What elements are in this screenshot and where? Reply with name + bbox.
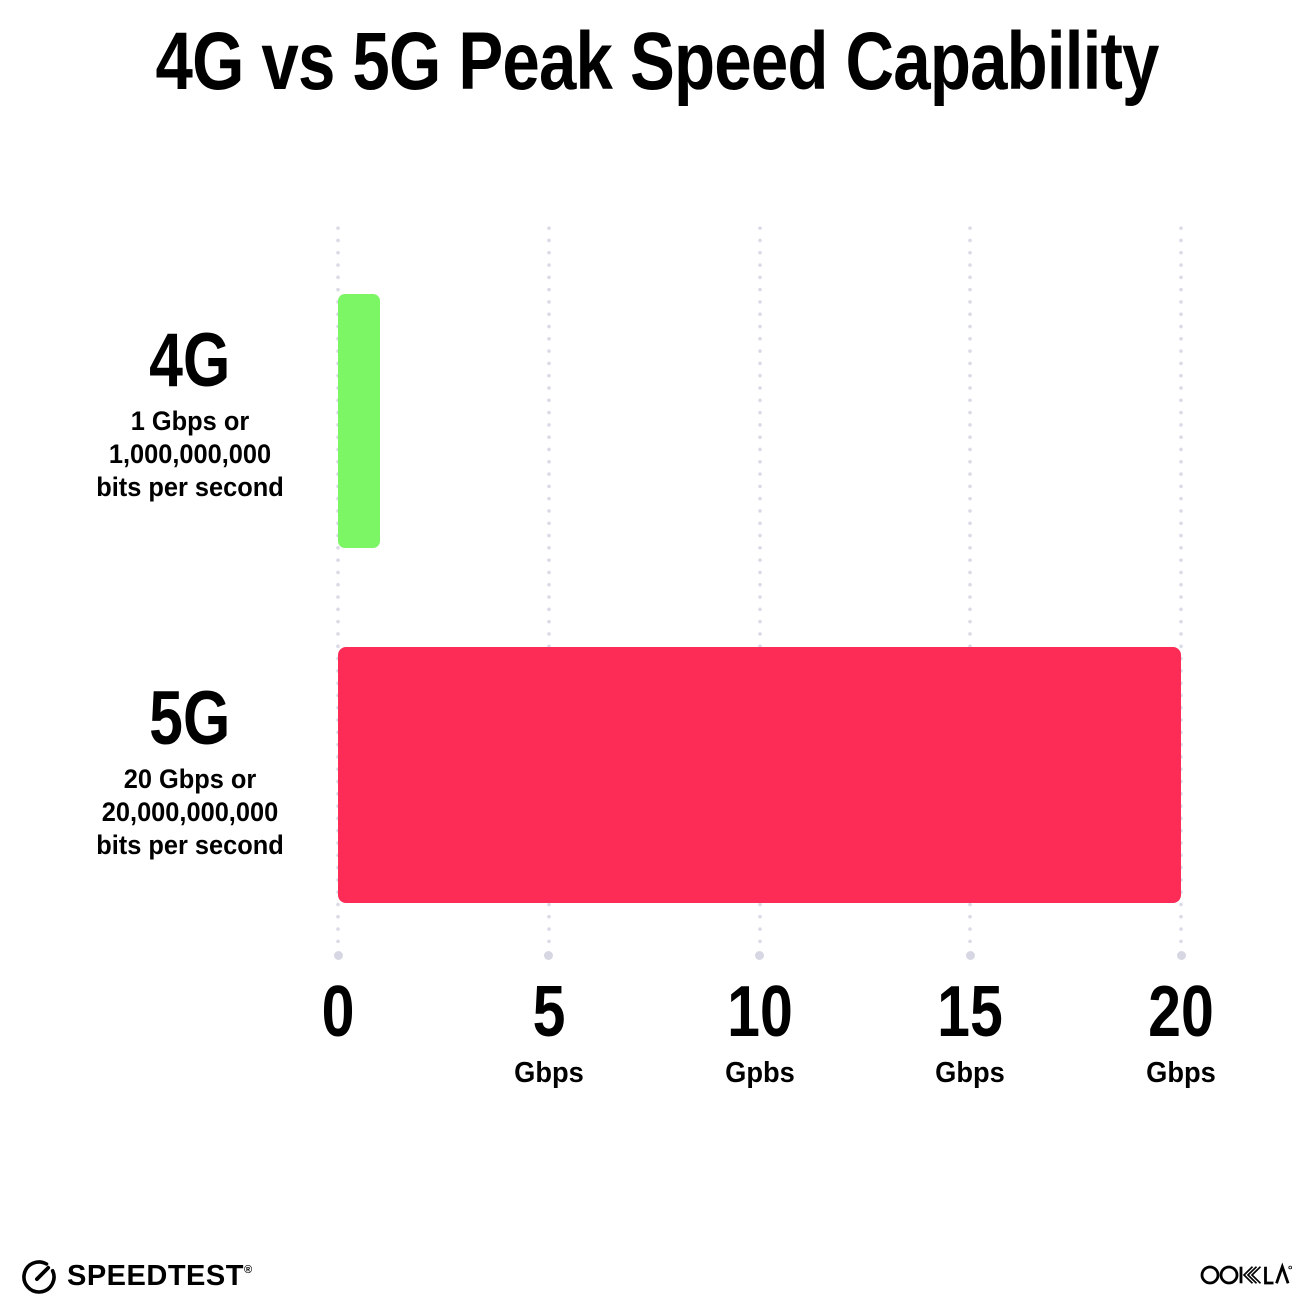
x-tick-15: 15 Gbps xyxy=(930,975,1010,1088)
ookla-wordmark-icon xyxy=(1200,1258,1292,1288)
chart-plot-area xyxy=(335,222,1184,967)
x-tick-unit: Gbps xyxy=(935,1057,1006,1089)
category-name-4g: 4G xyxy=(149,318,231,403)
speedtest-logo: SPEEDTEST® xyxy=(20,1257,253,1295)
x-tick-unit: Gpbs xyxy=(724,1057,795,1089)
category-desc-5g: 20 Gbps or 20,000,000,000 bits per secon… xyxy=(49,763,331,862)
category-name-5g: 5G xyxy=(149,676,231,761)
speedtest-wordmark: SPEEDTEST® xyxy=(67,1260,253,1292)
gridline-15 xyxy=(967,222,973,949)
x-tick-value: 0 xyxy=(321,972,355,1052)
x-tick-20: 20 Gbps xyxy=(1141,975,1221,1088)
speedometer-gauge-icon xyxy=(20,1257,58,1295)
gridline-5 xyxy=(546,222,552,949)
desc-line: bits per second xyxy=(96,830,284,860)
page-title: 4G vs 5G Peak Speed Capability xyxy=(155,16,1159,107)
x-tick-value: 20 xyxy=(1148,972,1214,1052)
gridline-20 xyxy=(1178,222,1184,949)
registered-mark: ® xyxy=(243,1264,253,1276)
category-desc-4g: 1 Gbps or 1,000,000,000 bits per second xyxy=(49,405,331,504)
x-tick-value: 10 xyxy=(726,972,793,1052)
desc-line: 20,000,000,000 xyxy=(101,797,279,827)
x-tick-10: 10 Gpbs xyxy=(719,975,799,1088)
bar-4g xyxy=(338,294,381,548)
x-tick-value: 15 xyxy=(937,972,1004,1052)
row-label-4g: 4G 1 Gbps or 1,000,000,000 bits per seco… xyxy=(40,322,340,504)
desc-line: 1 Gbps or xyxy=(130,406,250,436)
desc-line: 1,000,000,000 xyxy=(108,439,272,469)
x-tick-value: 5 xyxy=(532,972,566,1052)
x-tick-unit: Gbps xyxy=(1146,1057,1216,1089)
desc-line: 20 Gbps or xyxy=(123,764,257,794)
x-axis: 0 5 Gbps 10 Gpbs 15 Gbps 20 Gbps xyxy=(322,975,1216,1105)
desc-line: bits per second xyxy=(96,472,284,502)
x-tick-0: 0 xyxy=(318,975,358,1058)
ookla-logo xyxy=(1200,1258,1292,1293)
bar-5g xyxy=(338,647,1181,903)
gridline-10 xyxy=(757,222,762,949)
x-tick-5: 5 Gbps xyxy=(512,975,586,1088)
x-tick-unit: Gbps xyxy=(513,1057,584,1089)
gridline-0 xyxy=(335,222,341,949)
row-label-5g: 5G 20 Gbps or 20,000,000,000 bits per se… xyxy=(40,680,340,862)
